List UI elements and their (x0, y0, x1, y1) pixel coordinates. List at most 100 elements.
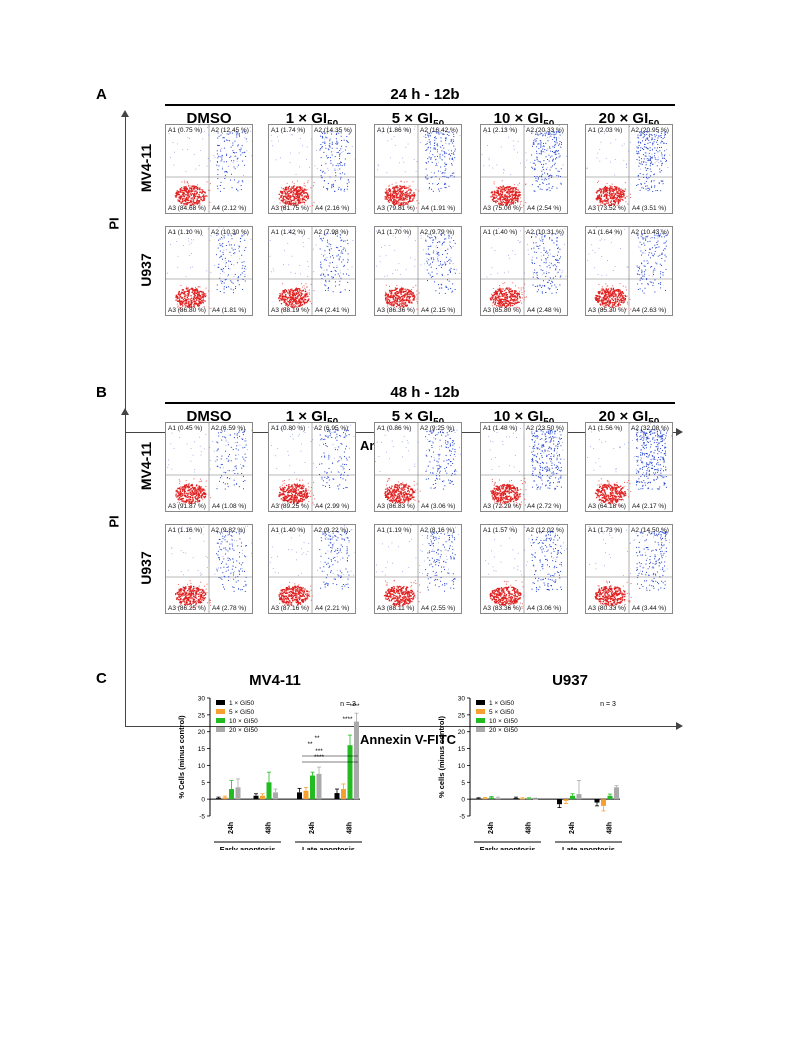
row-label-0: MV4-11 (138, 143, 154, 193)
quadrant-a4-label: A4 (2.54 %) (527, 205, 562, 212)
n-annotation: n = 3 (600, 701, 616, 708)
quadrant-a1-label: A1 (0.80 %) (271, 425, 306, 432)
quadrant-a3-label: A3 (88.19 %) (271, 307, 309, 314)
y-tick-label: 10 (198, 763, 206, 770)
column-header-text: 10 × GI (493, 110, 544, 127)
quadrant-a2-label: A2 (12.45 %) (211, 127, 249, 134)
scatter-plot (586, 423, 672, 511)
quadrant-a2-label: A2 (12.02 %) (526, 527, 564, 534)
y-tick-label: 5 (461, 780, 465, 787)
quadrant-a2-label: A2 (32.08 %) (631, 425, 669, 432)
quadrant-a4-label: A4 (2.16 %) (315, 205, 350, 212)
column-header-0: DMSO (159, 110, 259, 127)
column-header-text: 20 × GI (598, 110, 649, 127)
y-tick-label: 25 (198, 712, 206, 719)
y-tick-label: -5 (199, 814, 205, 821)
y-tick-label: 25 (458, 712, 466, 719)
column-header-text: 10 × GI (493, 408, 544, 425)
bar (533, 798, 538, 800)
scatter-plot (375, 423, 461, 511)
quadrant-a4-label: A4 (1.91 %) (421, 205, 456, 212)
quadrant-a1-label: A1 (1.86 %) (377, 127, 412, 134)
quadrant-a2-label: A2 (10.31 %) (526, 229, 564, 236)
significance-marker: ** (314, 735, 320, 742)
quadrant-a2-label: A2 (6.59 %) (211, 425, 246, 432)
legend-label: 5 × GI50 (489, 709, 514, 716)
quadrant-a2-label: A2 (8.16 %) (420, 527, 455, 534)
x-tick-label: 24h (488, 822, 495, 834)
bar (557, 799, 562, 805)
panel-b-letter: B (96, 384, 107, 401)
quadrant-a3-label: A3 (85.30 %) (588, 307, 626, 314)
bar (526, 798, 532, 800)
flow-cytometry-plot: A1 (0.80 %) A2 (6.95 %) A3 (89.25 %) A4 (2.… (268, 422, 356, 512)
flow-cytometry-plot: A1 (0.75 %) A2 (12.45 %) A3 (84.68 %) A4 (2… (165, 124, 253, 214)
bar (341, 789, 346, 800)
significance-marker: ** (307, 741, 313, 748)
bar (260, 795, 265, 800)
quadrant-a1-label: A1 (1.10 %) (168, 229, 203, 236)
y-axis-label: PI (106, 515, 122, 528)
bar (489, 797, 494, 800)
legend-label: 10 × GI50 (229, 718, 258, 725)
scatter-plot (166, 423, 252, 511)
panel-b-title: 48 h - 12b (390, 384, 460, 401)
quadrant-a3-label: A3 (75.00 %) (483, 205, 521, 212)
quadrant-a4-label: A4 (1.08 %) (212, 503, 247, 510)
y-tick-label: 15 (198, 746, 206, 753)
bar (476, 798, 481, 800)
significance-marker: **** (342, 716, 353, 723)
bar (576, 794, 582, 800)
flow-cytometry-plot: A1 (0.86 %) A2 (9.25 %) A3 (86.83 %) A4 (3.… (374, 422, 462, 512)
flow-cytometry-plot: A1 (1.64 %) A2 (10.43 %) A3 (85.30 %) A4 (2… (585, 226, 673, 316)
group-label: Late apoptosis (562, 845, 615, 850)
quadrant-a3-label: A3 (89.25 %) (271, 503, 309, 510)
bar (316, 773, 322, 800)
scatter-plot (481, 227, 567, 315)
quadrant-a4-label: A4 (2.12 %) (212, 205, 247, 212)
scatter-plot (481, 125, 567, 213)
quadrant-a4-label: A4 (3.51 %) (632, 205, 667, 212)
quadrant-a3-label: A3 (80.33 %) (588, 605, 626, 612)
bar (253, 795, 259, 800)
bar (601, 799, 606, 806)
x-tick-label: 48h (526, 822, 533, 834)
bar (570, 795, 575, 800)
quadrant-a3-label: A3 (79.81 %) (377, 205, 415, 212)
quadrant-a1-label: A1 (1.56 %) (588, 425, 623, 432)
group-label: Late apoptosis (302, 845, 355, 850)
significance-marker: **** (314, 754, 325, 761)
panel-c-letter: C (96, 670, 107, 687)
quadrant-a1-label: A1 (1.42 %) (271, 229, 306, 236)
bar (273, 792, 278, 800)
y-tick-label: 20 (198, 729, 206, 736)
quadrant-a3-label: A3 (73.52 %) (588, 205, 626, 212)
column-header-text: DMSO (186, 110, 232, 127)
chart-title-u937: U937 (552, 672, 588, 689)
quadrant-a1-label: A1 (1.40 %) (271, 527, 306, 534)
x-tick-label: 48h (266, 822, 273, 834)
flow-cytometry-plot: A1 (1.40 %) A2 (9.22 %) A3 (87.16 %) A4 (2.… (268, 524, 356, 614)
flow-cytometry-plot: A1 (2.13 %) A2 (20.33 %) A3 (75.00 %) A4 (2… (480, 124, 568, 214)
n-annotation: n = 3 (340, 701, 356, 708)
quadrant-a1-label: A1 (1.19 %) (377, 527, 412, 534)
quadrant-a3-label: A3 (91.87 %) (168, 503, 206, 510)
column-header-text: 20 × GI (598, 408, 649, 425)
legend-swatch (476, 718, 485, 723)
bar (614, 787, 619, 800)
group-label: Early apoptosis (480, 845, 536, 850)
scatter-plot (166, 125, 252, 213)
legend-label: 5 × GI50 (229, 709, 254, 716)
quadrant-a1-label: A1 (1.74 %) (271, 127, 306, 134)
legend-label: 20 × GI50 (489, 727, 518, 734)
significance-marker: **** (349, 703, 360, 710)
quadrant-a2-label: A2 (10.30 %) (211, 229, 249, 236)
x-axis-arrow-icon (676, 428, 683, 436)
quadrant-a4-label: A4 (2.99 %) (315, 503, 350, 510)
quadrant-a3-label: A3 (86.83 %) (377, 503, 415, 510)
bar (297, 792, 302, 800)
bar (495, 798, 501, 800)
quadrant-a2-label: A2 (9.22 %) (314, 527, 349, 534)
scatter-plot (481, 423, 567, 511)
y-axis-label: PI (106, 217, 122, 230)
